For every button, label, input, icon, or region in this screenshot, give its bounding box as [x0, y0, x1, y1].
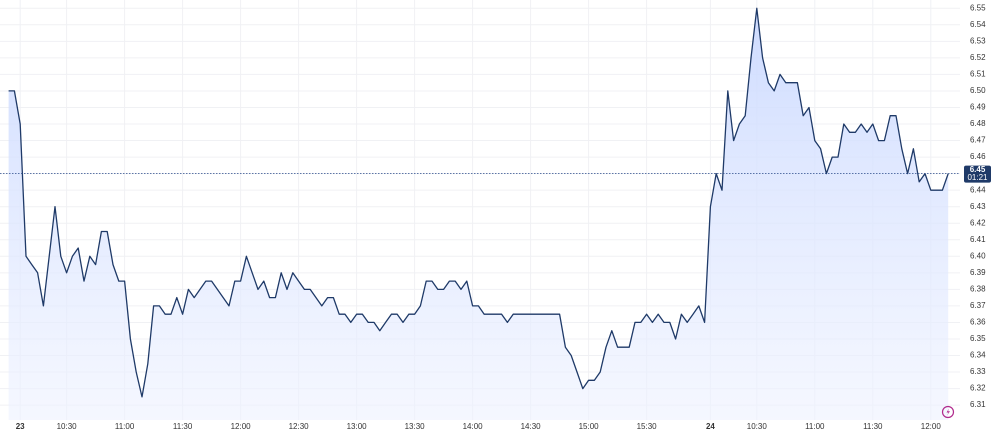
- axes: 6.31 6.32 6.33 6.34 6.35 6.36 6.37 6.38 6.39 6.40…: [16, 3, 991, 431]
- countdown-label: 01:21: [967, 173, 988, 182]
- plot-area: [0, 7, 960, 421]
- y-tick-label: 6.35: [970, 334, 986, 343]
- y-tick-label: 6.54: [970, 20, 986, 29]
- last-price-box: [964, 165, 991, 183]
- x-tick-label: 11:00: [805, 422, 825, 431]
- x-tick-label: 11:00: [115, 422, 135, 431]
- area-fill: [8, 8, 949, 421]
- y-tick-label: 6.33: [970, 367, 986, 376]
- y-tick-label: 6.32: [970, 384, 986, 393]
- day-label: 24: [706, 422, 715, 431]
- x-tick-label: 11:30: [173, 422, 193, 431]
- y-tick-label: 6.36: [970, 318, 986, 327]
- x-tick-label: 15:00: [579, 422, 600, 431]
- y-tick-label: 6.48: [970, 119, 986, 128]
- x-tick-label: 10:30: [747, 422, 768, 431]
- x-tick-label: 13:00: [347, 422, 368, 431]
- x-tick-label: 12:00: [231, 422, 252, 431]
- y-tick-label: 6.55: [970, 3, 986, 12]
- day-label: 23: [16, 422, 25, 431]
- flash-icon[interactable]: [941, 405, 955, 419]
- x-tick-label: 10:30: [57, 422, 78, 431]
- y-tick-label: 6.39: [970, 268, 986, 277]
- price-line: [8, 7, 949, 398]
- y-tick-label: 6.49: [970, 103, 986, 112]
- x-tick-label: 14:00: [463, 422, 484, 431]
- y-tick-label: 6.44: [970, 185, 986, 194]
- y-tick-label: 6.51: [970, 70, 986, 79]
- last-price-label: 6.45: [970, 165, 986, 174]
- y-tick-label: 6.50: [970, 86, 986, 95]
- y-tick-label: 6.53: [970, 36, 986, 45]
- y-tick-label: 6.31: [970, 400, 986, 409]
- y-tick-label: 6.34: [970, 351, 986, 360]
- y-tick-label: 6.52: [970, 53, 986, 62]
- y-tick-label: 6.41: [970, 235, 986, 244]
- y-tick-label: 6.46: [970, 152, 986, 161]
- x-tick-label: 12:00: [921, 422, 942, 431]
- y-tick-label: 6.38: [970, 284, 986, 293]
- y-tick-label: 6.40: [970, 251, 986, 260]
- x-tick-label: 13:30: [405, 422, 426, 431]
- y-tick-label: 6.42: [970, 218, 986, 227]
- y-tick-label: 6.47: [970, 136, 986, 145]
- x-tick-label: 15:30: [637, 422, 658, 431]
- y-tick-label: 6.37: [970, 301, 986, 310]
- x-tick-label: 12:30: [289, 422, 310, 431]
- x-tick-label: 14:30: [521, 422, 542, 431]
- y-tick-label: 6.43: [970, 202, 986, 211]
- x-tick-label: 11:30: [863, 422, 883, 431]
